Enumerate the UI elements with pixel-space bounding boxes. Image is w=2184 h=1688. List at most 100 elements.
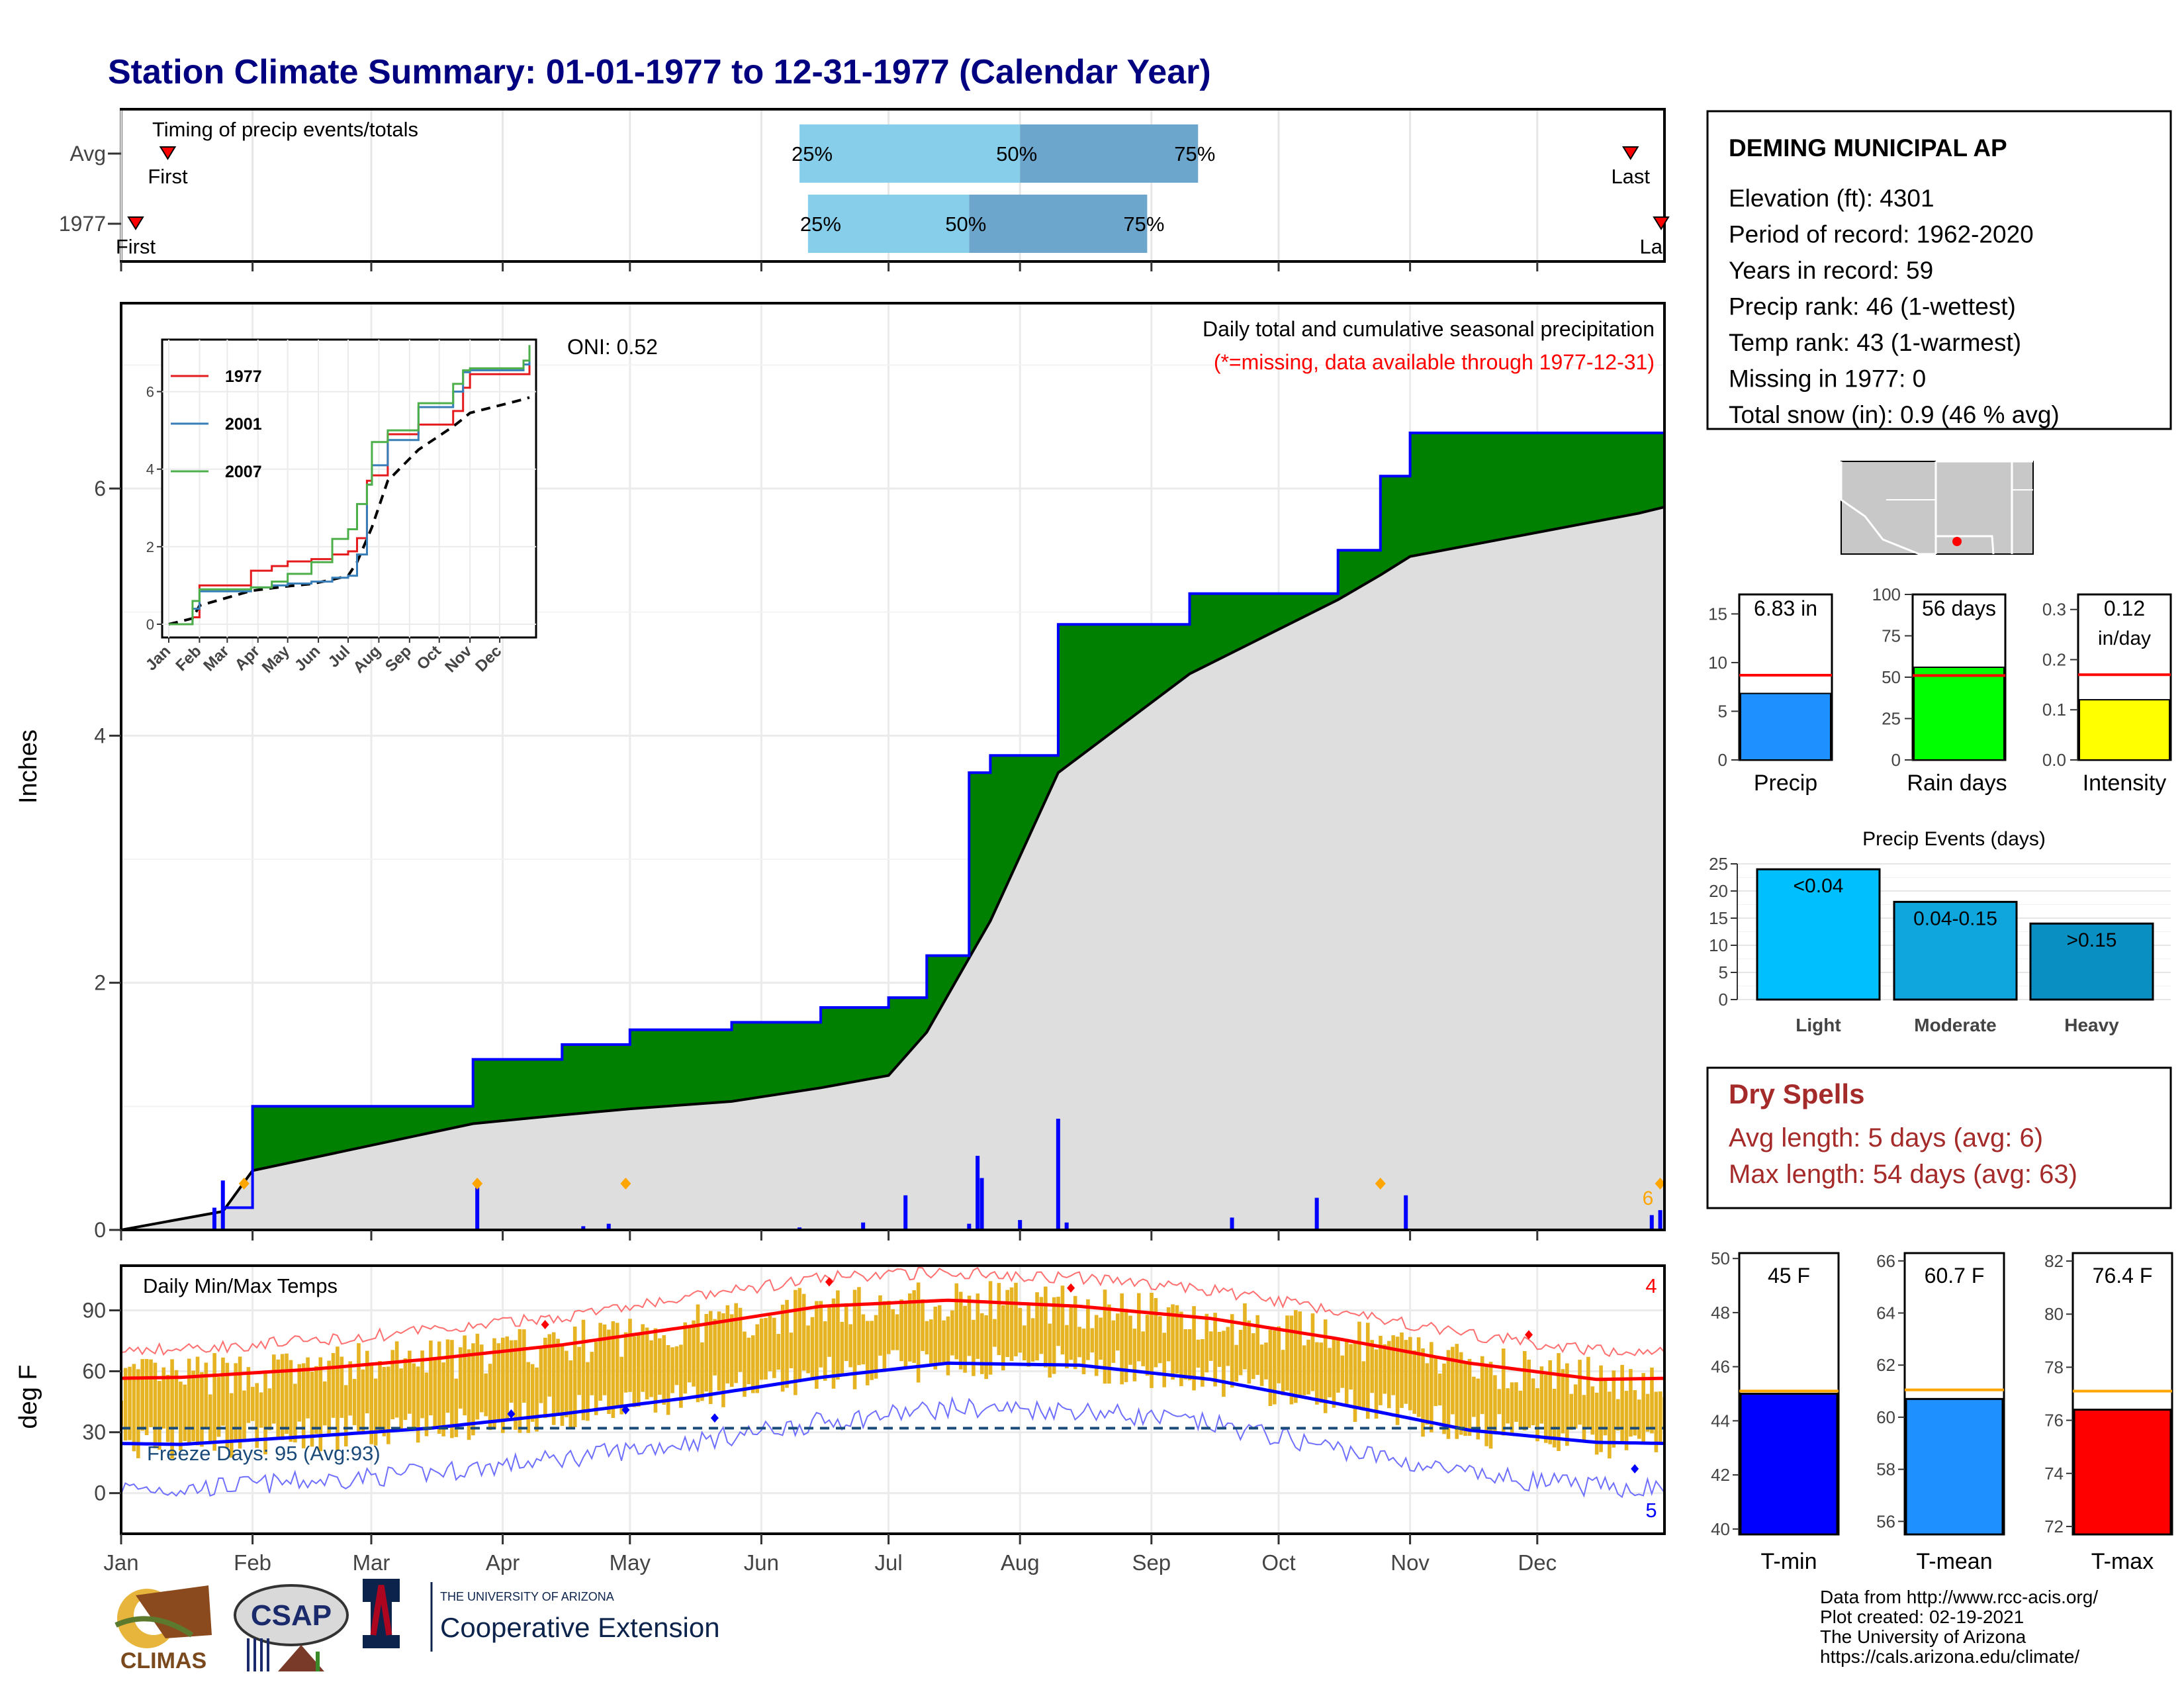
temp-range-bar xyxy=(454,1378,459,1437)
temp-range-bar xyxy=(899,1299,903,1362)
temp-range-bar xyxy=(619,1356,623,1415)
temp-range-bar xyxy=(394,1341,399,1418)
temp-range-bar xyxy=(242,1390,246,1439)
timing-p50-label: 50% xyxy=(945,212,986,236)
temp-range-bar xyxy=(1633,1390,1637,1436)
temp-range-bar xyxy=(772,1317,776,1378)
temp-range-bar xyxy=(200,1372,204,1447)
station-frame xyxy=(1706,110,2172,430)
inset-series xyxy=(169,345,531,626)
inset-frame xyxy=(161,338,537,639)
temp-range-bar xyxy=(450,1340,454,1438)
temp-range-bar xyxy=(1455,1344,1459,1439)
temp-range-bar xyxy=(602,1324,607,1395)
month-label: Oct xyxy=(1261,1550,1295,1575)
temp-range-bar xyxy=(1099,1317,1103,1360)
temp-range-bar xyxy=(840,1321,844,1374)
temp-range-bar xyxy=(547,1334,552,1397)
temp-range-bar xyxy=(535,1367,539,1432)
temp-range-bar xyxy=(865,1321,870,1385)
temp-range-bar xyxy=(1383,1344,1387,1394)
temp-range-bar xyxy=(1391,1335,1395,1395)
temp-range-bar xyxy=(801,1293,806,1371)
dry-spells-avg: Avg length: 5 days (avg: 6) xyxy=(1729,1123,2043,1152)
temp-range-bar xyxy=(687,1327,692,1383)
temp-range-bar xyxy=(1124,1309,1128,1382)
month-label: Jul xyxy=(874,1550,902,1575)
temp-range-bar xyxy=(569,1360,573,1428)
temp-range-bar xyxy=(399,1368,403,1432)
coop-ext-text: Cooperative Extension xyxy=(440,1612,720,1643)
month-label: Nov xyxy=(1390,1550,1430,1575)
temp-range-bar xyxy=(637,1333,641,1407)
temp-range-bar xyxy=(857,1287,861,1366)
inset-y-tick-label: 2 xyxy=(146,539,154,555)
temp-range-bar xyxy=(195,1356,200,1446)
daily-precip-bar xyxy=(606,1223,611,1230)
temp-range-bar xyxy=(870,1321,874,1380)
snow-marker xyxy=(1655,1178,1664,1190)
temp-title: Daily Min/Max Temps xyxy=(143,1274,338,1297)
temp-range-bar xyxy=(1472,1376,1476,1417)
temp-range-bar xyxy=(518,1329,522,1433)
temp-range-bar xyxy=(1522,1351,1527,1430)
temp-range-bar xyxy=(607,1329,611,1415)
temp-range-bar xyxy=(1281,1350,1285,1395)
mini-bar-label: 56 days xyxy=(1922,596,1996,620)
map-border-nm xyxy=(1936,460,2033,555)
temp-range-bar xyxy=(958,1291,963,1370)
temp-range-bar xyxy=(1060,1286,1065,1355)
temp-range-bar xyxy=(238,1356,242,1449)
temp-range-bar xyxy=(212,1353,216,1451)
temp-range-bar xyxy=(929,1319,933,1367)
temp-range-bar xyxy=(208,1394,212,1444)
inset-series-line xyxy=(169,359,531,626)
temp-range-bar xyxy=(165,1374,170,1442)
temp-range-bar xyxy=(1251,1333,1255,1380)
timing-rows: Avg 25% 50% 75% First Last 1977 25% 50% 75% First L… xyxy=(59,124,1670,258)
station-location-dot xyxy=(1952,537,1962,546)
temp-range-bar xyxy=(598,1323,602,1401)
temp-range-bar xyxy=(789,1333,794,1368)
temp-range-bar xyxy=(357,1343,361,1434)
month-label: Dec xyxy=(1518,1550,1557,1575)
temp-range-bar xyxy=(1637,1399,1641,1439)
temp-range-bar xyxy=(1285,1315,1289,1391)
temp-range-bar xyxy=(776,1334,781,1370)
timing-p25-label: 25% xyxy=(800,212,841,236)
temp-range-bar xyxy=(267,1388,272,1430)
climas-logo: CLIMAS xyxy=(114,1585,212,1673)
daily-precip-bar xyxy=(581,1226,586,1230)
temp-range-bar xyxy=(458,1347,463,1409)
average-cumulative-line xyxy=(121,506,1664,1230)
temp-range-bar xyxy=(1107,1304,1111,1384)
temp-range-bar xyxy=(1518,1390,1523,1430)
precip-y-label: Inches xyxy=(15,729,42,804)
precip-y-axis: 0 2 4 6 xyxy=(94,477,121,1242)
last-event-label: La xyxy=(1640,235,1663,258)
temp-range-bar xyxy=(721,1313,725,1407)
temp-range-bar xyxy=(496,1343,501,1423)
temp-range-bar xyxy=(1205,1313,1209,1373)
temp-range-bar xyxy=(1408,1336,1412,1411)
temp-range-bar xyxy=(1086,1299,1090,1360)
temp-range-bar xyxy=(1141,1331,1145,1366)
timing-p75-label: 75% xyxy=(1174,142,1215,165)
temp-range-bar xyxy=(285,1353,289,1434)
temp-y-axis: 0 30 60 90 xyxy=(82,1299,121,1505)
temp-range-bar xyxy=(1365,1323,1370,1419)
temp-range-bar xyxy=(662,1335,666,1405)
temp-range-bar xyxy=(1531,1378,1535,1426)
mini-bar-charts: 6.83 in 0 5 10 15 Precip 56 days 0 25 50 75 100 Rain… xyxy=(1708,585,2172,796)
temp-range-bar xyxy=(1255,1315,1259,1376)
temp-range-bar xyxy=(1514,1382,1518,1422)
temp-range-bar xyxy=(1650,1367,1654,1434)
temp-range-bar xyxy=(937,1305,942,1366)
temp-range-bar xyxy=(445,1339,450,1413)
temp-range-bar xyxy=(484,1373,488,1417)
temp-range-bar xyxy=(1030,1318,1035,1362)
temp-range-bar xyxy=(149,1359,153,1427)
temp-range-bar xyxy=(471,1343,475,1436)
timing-panel: Timing of precip events/totals Avg 25% 50%… xyxy=(59,108,1670,271)
daily-precip-bar xyxy=(979,1178,984,1230)
